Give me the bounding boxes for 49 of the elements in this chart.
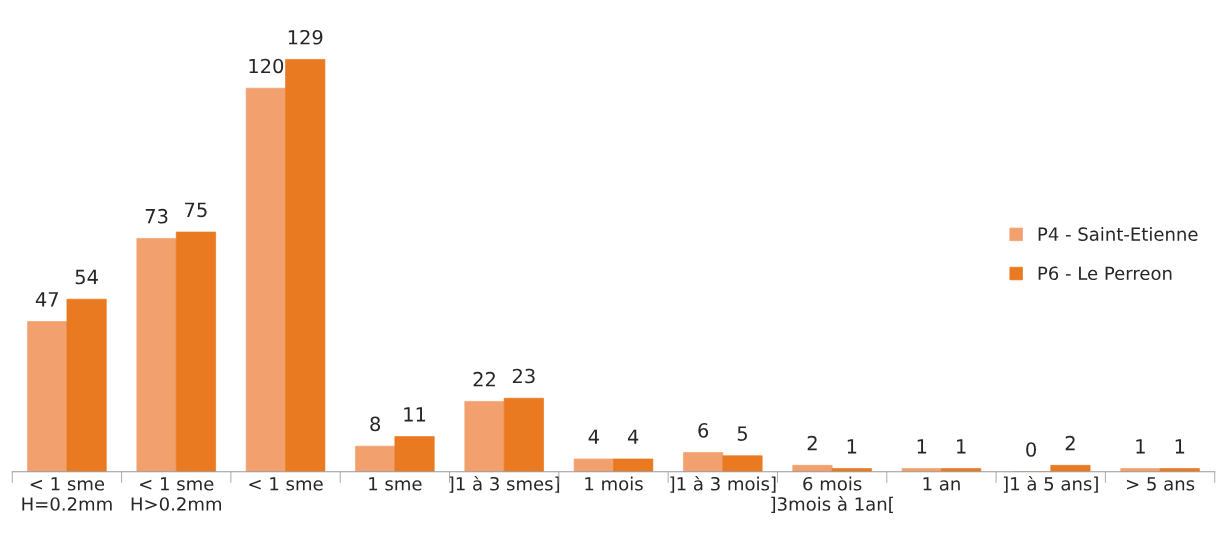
x-tick-label: 1 sme	[369, 477, 422, 491]
data-label: 1	[1136, 439, 1145, 454]
bar	[175, 231, 216, 472]
data-label: 2	[807, 435, 817, 451]
x-tick-label: > 5 ans	[1126, 477, 1195, 491]
data-label: 6	[698, 422, 709, 438]
data-label: 22	[473, 371, 495, 387]
data-label: 73	[145, 208, 168, 224]
bar	[573, 458, 614, 472]
legend-label: P6 - Le Perreon	[1038, 266, 1172, 281]
bar	[464, 401, 505, 472]
legend-label: P4 - Saint-Etienne	[1038, 226, 1198, 241]
x-tick-label: ]1 à 5 ans]	[1003, 475, 1098, 493]
data-label: 120	[249, 58, 284, 74]
bar	[66, 298, 107, 472]
data-label: 11	[404, 407, 426, 422]
x-tick-label: < 1 sme H>0.2mm	[131, 477, 222, 511]
x-tick-label: < 1 sme H=0.2mm	[22, 477, 112, 511]
data-label: 1	[917, 439, 927, 454]
data-label: 75	[185, 202, 207, 218]
data-label: 1	[957, 439, 966, 454]
x-tick-label: ]1 à 3 mois]	[670, 475, 776, 493]
data-label: 2	[1065, 435, 1075, 451]
bar	[683, 452, 724, 472]
data-label: 0	[1026, 442, 1036, 457]
data-label: 1	[847, 439, 857, 454]
data-label: 5	[737, 426, 747, 441]
data-label: 4	[588, 429, 599, 444]
bar	[613, 458, 654, 472]
data-label: 8	[370, 416, 381, 432]
data-label: 129	[288, 29, 323, 45]
bar	[245, 87, 286, 472]
x-tick-label: ]1 à 3 smes]	[449, 475, 560, 493]
bar	[136, 238, 177, 472]
bar	[355, 445, 396, 472]
bar	[1050, 465, 1091, 472]
bar	[394, 436, 435, 472]
data-label: 1	[1175, 439, 1185, 454]
bar	[503, 397, 544, 472]
x-tick-label: < 1 sme	[249, 477, 323, 491]
bar	[285, 59, 326, 472]
bar	[27, 321, 68, 472]
data-label: 47	[35, 292, 58, 307]
x-tick-label: 1 mois	[585, 476, 643, 491]
bar	[722, 455, 763, 472]
data-label: 54	[75, 269, 98, 285]
data-label: 4	[627, 429, 639, 444]
data-label: 23	[512, 368, 535, 384]
x-tick-label: 1 an	[923, 477, 960, 491]
